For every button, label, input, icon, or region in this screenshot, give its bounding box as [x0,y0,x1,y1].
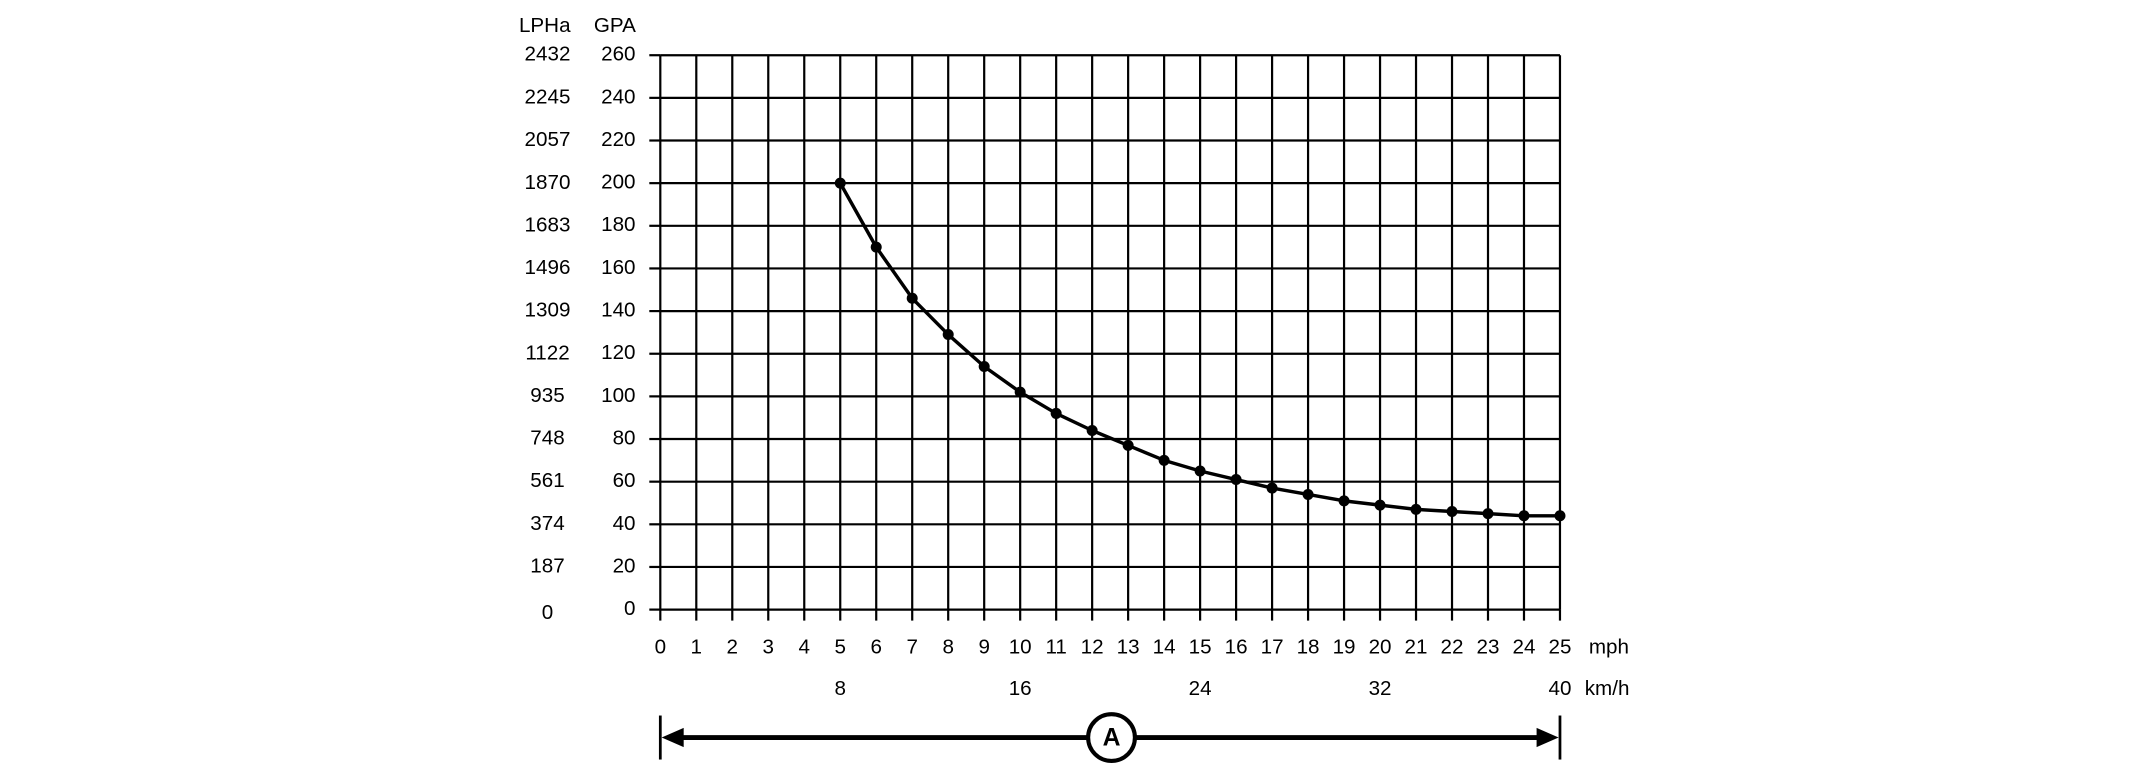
x-tick-label: 8 [942,636,953,659]
data-point [1194,465,1206,477]
data-point [1230,474,1242,486]
data-point [1410,503,1422,515]
range-arrow [658,712,1562,763]
y2-tick-label: 2057 [525,128,571,151]
y-tick-label: 20 [613,554,636,577]
data-point [870,241,882,253]
data-point [1338,495,1350,507]
y2-tick-label: 1870 [525,171,571,194]
data-point [1518,510,1530,522]
y2-tick-label: 2432 [525,43,571,66]
x-tick-label: 5 [834,636,845,659]
x-tick-label: 25 [1549,636,1572,659]
y-tick-label: 60 [613,469,636,492]
data-point [1554,510,1566,522]
y-tick-label: 240 [601,85,635,108]
data-point [1050,407,1062,419]
y-tick-label: 0 [624,597,635,620]
data-point [1122,439,1134,451]
y2-tick-label: 2245 [525,85,571,108]
x2-tick-label: 40 [1549,677,1572,700]
y2-tick-label: 187 [530,554,564,577]
x2-tick-label: 32 [1369,677,1392,700]
x-tick-label: 16 [1225,636,1248,659]
y2-tick-label: 561 [530,469,564,492]
y2-tick-label: 935 [530,384,564,407]
x-tick-label: 2 [727,636,738,659]
y2-tick-label: 374 [530,512,564,535]
x-tick-label: 1 [691,636,702,659]
y-tick-label: 80 [613,426,636,449]
x-tick-label: 6 [870,636,881,659]
y2-tick-label: 1496 [525,256,571,279]
data-point [1086,424,1098,436]
x-tick-label: 24 [1513,636,1536,659]
y-tick-label: 120 [601,341,635,364]
x-tick-label: 0 [655,636,666,659]
x-tick-label: 19 [1333,636,1356,659]
x-tick-label: 3 [763,636,774,659]
y-tick-label: 260 [601,43,635,66]
x2-tick-label: 24 [1189,677,1212,700]
y-tick-label: 140 [601,299,635,322]
y2-tick-label: 0 [542,601,553,624]
y-tick-label: 200 [601,171,635,194]
x-tick-label: 4 [799,636,810,659]
x-tick-label: 12 [1081,636,1104,659]
x-tick-label: 22 [1441,636,1464,659]
data-point [978,361,990,373]
x-tick-label: 17 [1261,636,1284,659]
y2-tick-label: 1122 [525,341,569,364]
x-tick-label: 10 [1009,636,1032,659]
x-tick-label: 15 [1189,636,1212,659]
annotation: A [1103,724,1121,751]
x-tick-label: 23 [1477,636,1500,659]
x-tick-label: 9 [978,636,989,659]
x2-tick-label: 16 [1009,677,1032,700]
y-axis-label: GPA [594,14,636,37]
y-tick-label: 160 [601,256,635,279]
y-tick-label: 180 [601,213,635,236]
x-tick-label: 18 [1297,636,1320,659]
data-point [942,329,954,341]
x2-axis-label: km/h [1585,677,1630,700]
data-point [1446,506,1458,518]
y2-tick-label: 1683 [525,213,571,236]
data-point [1482,508,1494,520]
data-point [906,292,918,304]
x-tick-label: 20 [1369,636,1392,659]
data-point [1158,454,1170,466]
x2-tick-label: 8 [834,677,845,700]
y2-axis-label: LPHa [519,14,571,37]
y-tick-label: 220 [601,128,635,151]
data-point [1266,482,1278,494]
x-tick-label: 7 [906,636,917,659]
data-point [1302,488,1314,500]
y2-tick-label: 1309 [525,299,571,322]
x-tick-label: 14 [1153,636,1176,659]
data-point [1374,499,1386,511]
y-tick-label: 40 [613,512,636,535]
data-point [834,177,846,189]
y2-tick-label: 748 [530,427,564,450]
x-tick-label: 13 [1117,636,1140,659]
y-tick-label: 100 [601,384,635,407]
x-tick-label: 21 [1405,636,1428,659]
x-tick-label: 11 [1045,636,1066,659]
data-point [1014,386,1026,398]
x-axis-label: mph [1589,636,1629,659]
